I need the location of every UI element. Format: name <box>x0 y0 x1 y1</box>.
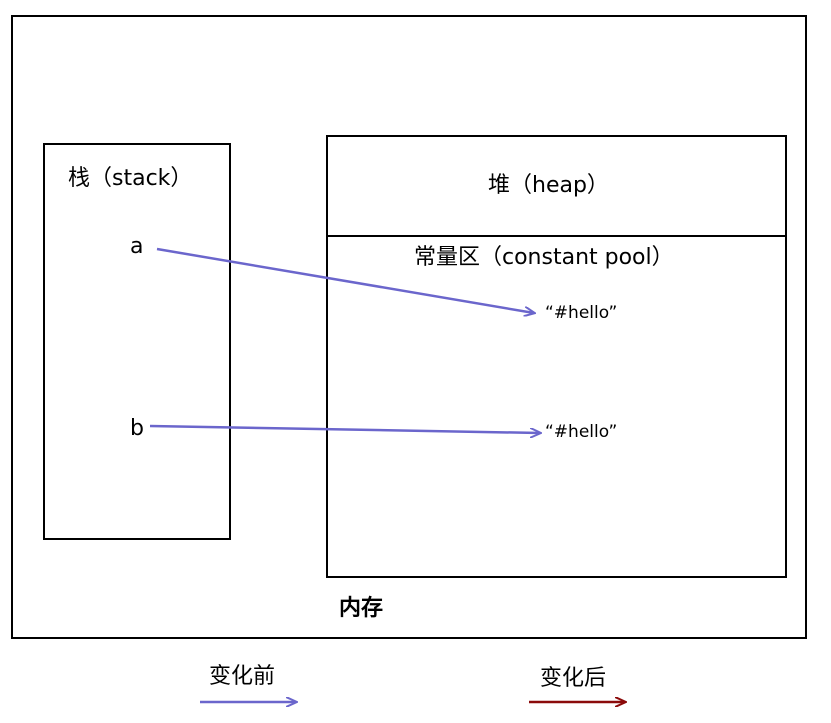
heap-divider <box>326 235 787 237</box>
constant-pool-title: 常量区（constant pool） <box>414 245 674 270</box>
string-hello-1: “#hello” <box>545 303 618 323</box>
heap-title: 堆（heap） <box>488 173 609 198</box>
heap-box <box>326 135 787 578</box>
stack-box <box>43 143 231 540</box>
variable-b: b <box>130 416 144 441</box>
legend-before-label: 变化前 <box>209 664 276 689</box>
memory-label: 内存 <box>339 596 384 621</box>
arrow-a-to-hello <box>156 247 534 313</box>
string-hello-2: “#hello” <box>545 422 618 442</box>
legend-after-label: 变化后 <box>540 666 607 691</box>
variable-a: a <box>130 234 144 259</box>
memory-box <box>11 15 807 639</box>
stack-title: 栈（stack） <box>68 166 193 191</box>
arrow-b-to-hello <box>149 424 540 433</box>
